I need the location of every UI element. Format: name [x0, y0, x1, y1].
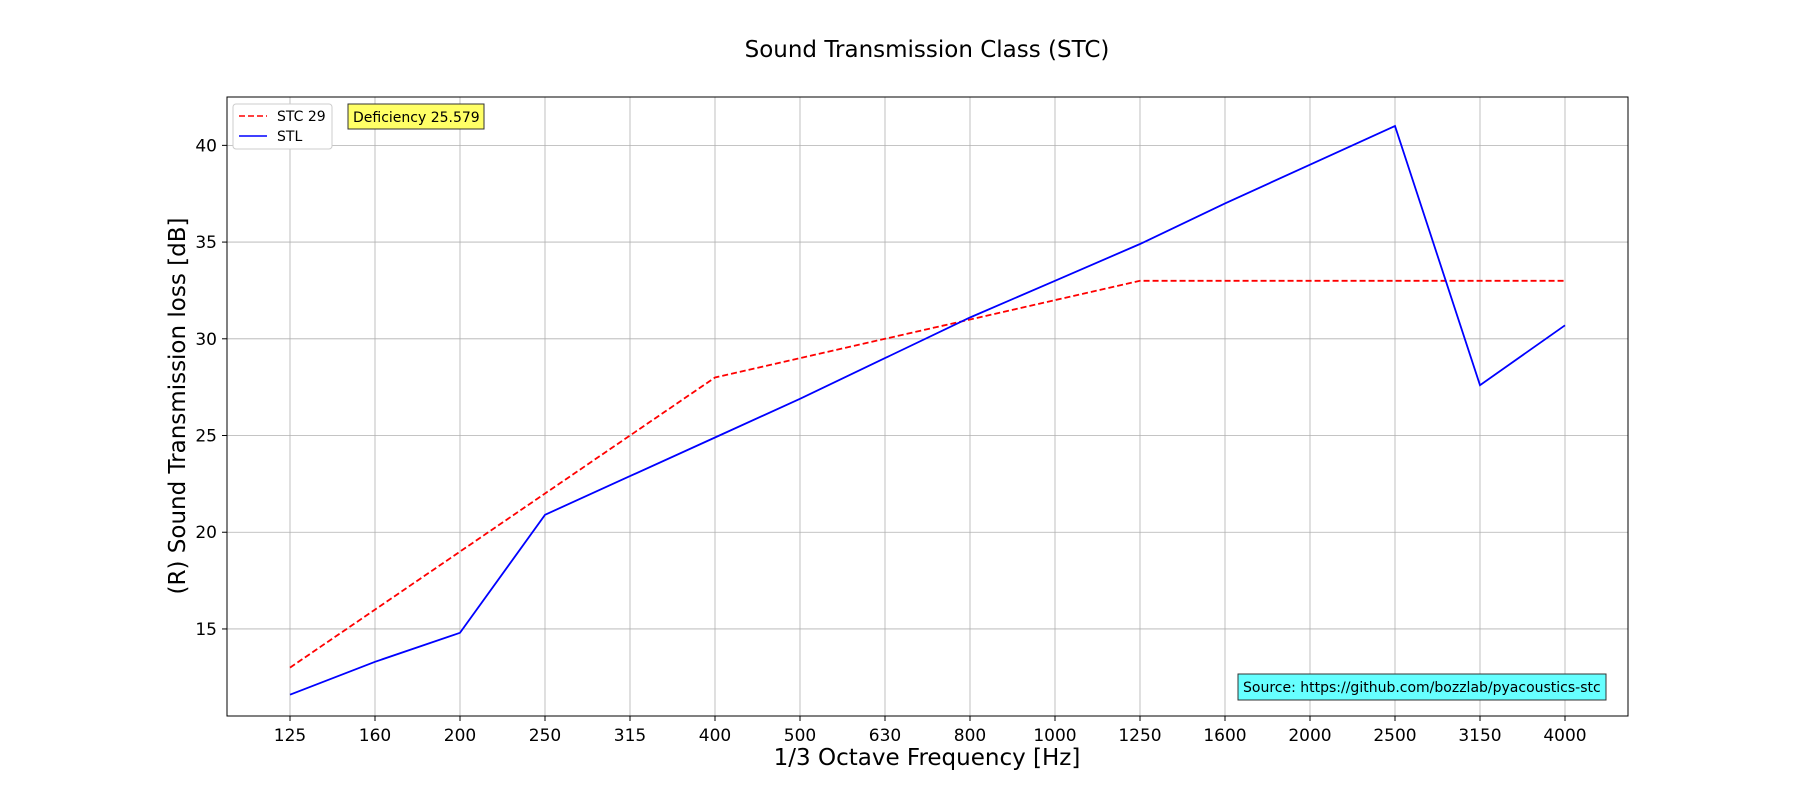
- x-tick-label: 630: [869, 726, 901, 746]
- x-axis: 125 160 200 250 315 400 500 630 800 1000 1250 1600 2…: [274, 716, 1587, 746]
- series-layer: [289, 124, 1566, 696]
- source-annotation: Source: https://github.com/bozzlab/pyaco…: [1237, 673, 1607, 701]
- x-tick-label: 1600: [1203, 726, 1246, 746]
- x-tick-label: 2500: [1373, 726, 1416, 746]
- x-tick-label: 1250: [1118, 726, 1161, 746]
- y-tick-label: 20: [195, 523, 217, 543]
- source-text: Source: https://github.com/bozzlab/pyaco…: [1243, 680, 1601, 696]
- x-tick-label: 4000: [1543, 726, 1586, 746]
- plot-frame: [226, 96, 1629, 717]
- x-axis-label: 1/3 Octave Frequency [Hz]: [774, 745, 1081, 771]
- x-tick-label: 125: [274, 726, 306, 746]
- y-tick-label: 25: [195, 427, 217, 447]
- y-tick-label: 30: [195, 330, 217, 350]
- x-tick-label: 500: [784, 726, 816, 746]
- grid: [227, 97, 1628, 716]
- y-tick-label: 15: [195, 620, 217, 640]
- series-line-stc-29: [289, 279, 1565, 669]
- x-tick-label: 400: [699, 726, 731, 746]
- chart-title: Sound Transmission Class (STC): [745, 37, 1110, 63]
- x-tick-label: 200: [444, 726, 476, 746]
- legend-label-stc: STC 29: [277, 109, 326, 125]
- x-tick-label: 250: [529, 726, 561, 746]
- y-axis-label: (R) Sound Transmission loss [dB]: [165, 218, 191, 595]
- x-tick-label: 160: [359, 726, 391, 746]
- x-tick-label: 800: [954, 726, 986, 746]
- x-tick-label: 3150: [1458, 726, 1501, 746]
- deficiency-box: [347, 103, 485, 130]
- deficiency-annotation: Deficiency 25.579: [347, 103, 485, 130]
- y-axis: 15 20 25 30 35 40: [195, 136, 227, 640]
- x-tick-label: 2000: [1288, 726, 1331, 746]
- y-tick-label: 40: [195, 136, 217, 156]
- legend-label-stl: STL: [277, 129, 302, 145]
- x-tick-label: 1000: [1033, 726, 1076, 746]
- series-line-stl: [289, 124, 1566, 696]
- y-tick-label: 35: [195, 233, 217, 253]
- source-box: [1237, 673, 1607, 701]
- deficiency-text: Deficiency 25.579: [353, 110, 480, 126]
- legend: STC 29 STL: [232, 103, 333, 150]
- x-tick-label: 315: [614, 726, 646, 746]
